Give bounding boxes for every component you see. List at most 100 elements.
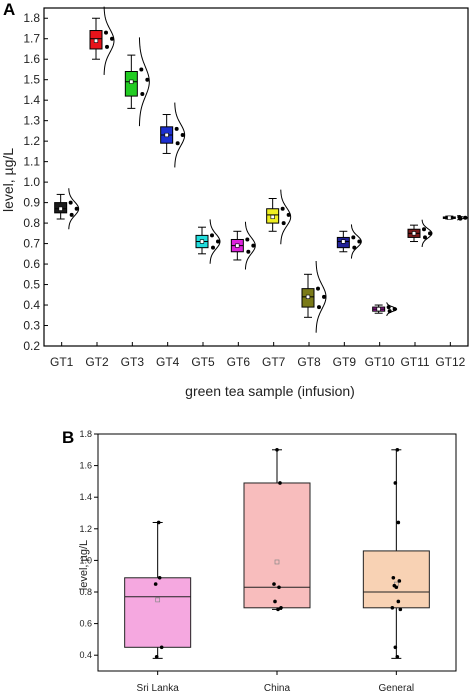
data-point (154, 654, 159, 659)
distribution-curve (244, 221, 256, 270)
distribution-curve (103, 6, 115, 75)
distribution-curve (209, 219, 221, 264)
mean-marker (93, 38, 99, 43)
data-point (428, 231, 432, 236)
x-tick-label: GT8 (297, 355, 321, 369)
y-tick-label: 0.8 (23, 216, 40, 230)
y-tick-label: 1.1 (23, 155, 40, 169)
chart-b: 0.4 0.6 0.8 1.0 1.2 1.4 1.6 1.8 Sri Lanka China Ge… (79, 429, 457, 694)
data-point (273, 599, 277, 604)
distribution-curve (280, 189, 292, 245)
y-tick-label: 1.8 (79, 429, 92, 439)
data-point (317, 305, 321, 310)
data-point (180, 133, 185, 138)
distribution-curve (457, 215, 468, 221)
mean-marker (341, 239, 346, 244)
y-tick-label: 0.4 (23, 298, 40, 312)
y-tick-label: 1.4 (23, 93, 40, 107)
x-tick-label: GT10 (365, 355, 395, 369)
x-tick-label: GT4 (156, 355, 180, 369)
chart-b-y-axis-title: level, µg/L (78, 540, 90, 590)
y-tick-label: 1.3 (23, 114, 40, 128)
chart-a-frame (43, 7, 469, 347)
data-point (175, 141, 180, 146)
y-tick-label: 1.2 (79, 524, 92, 534)
mean-marker (164, 132, 169, 138)
mean-marker (129, 79, 134, 84)
y-tick-label: 0.6 (23, 257, 40, 271)
data-point (277, 585, 281, 590)
data-point (153, 582, 158, 586)
mean-marker (155, 597, 161, 603)
x-tick-label: GT6 (227, 355, 251, 369)
chart-a-y-axis-title: level, µg/L (0, 148, 16, 212)
distribution-curve (421, 219, 433, 248)
data-point (156, 520, 161, 525)
distribution-curve (315, 260, 327, 333)
data-point (396, 599, 401, 604)
chart-a-x-axis-title: green tea sample (infusion) (185, 383, 355, 399)
panel-a-letter: A (3, 0, 15, 19)
y-tick-label: 0.3 (23, 319, 40, 333)
data-point (394, 585, 399, 590)
data-point (396, 520, 401, 525)
data-point (157, 575, 162, 580)
x-tick-label: GT3 (121, 355, 145, 369)
distribution-curve (174, 102, 186, 168)
data-point (279, 606, 283, 610)
x-tick-label: General (379, 683, 415, 694)
data-point (246, 249, 251, 254)
mean-marker (447, 215, 452, 220)
y-tick-label: 0.5 (23, 278, 40, 292)
box-General (362, 550, 430, 609)
data-point (281, 221, 286, 226)
y-tick-label: 0.7 (23, 237, 40, 251)
x-tick-label: GT9 (333, 355, 357, 369)
data-point (280, 206, 285, 211)
data-point (351, 235, 356, 240)
x-tick-label: Sri Lanka (137, 683, 180, 694)
data-point (69, 212, 74, 217)
data-point (316, 286, 320, 291)
y-tick-label: 0.9 (23, 196, 40, 210)
x-tick-label: GT7 (262, 355, 286, 369)
chart-a: 0.2 0.3 0.4 0.5 0.6 0.7 0.8 0.9 1.0 1.1 1.2 1.3 1.4 1… (23, 6, 469, 369)
box-China (243, 482, 311, 609)
x-tick-label: GT1 (50, 355, 74, 369)
x-tick-label: China (264, 683, 291, 694)
y-tick-label: 1.6 (79, 461, 92, 471)
y-tick-label: 1.8 (23, 11, 40, 25)
data-point (276, 607, 280, 612)
data-point (251, 243, 256, 248)
data-point (104, 30, 108, 35)
y-tick-label: 1.2 (23, 134, 40, 148)
distribution-curve (386, 302, 398, 317)
mean-marker (235, 243, 240, 248)
data-point (423, 235, 427, 240)
data-point (393, 481, 398, 485)
data-point (397, 579, 402, 583)
data-point (68, 200, 73, 205)
data-point (422, 227, 426, 232)
data-point (390, 606, 395, 610)
data-point (210, 233, 214, 238)
mean-marker (376, 307, 381, 312)
data-point (140, 92, 145, 97)
data-point (159, 645, 164, 650)
x-tick-label: GT2 (85, 355, 109, 369)
mean-marker (58, 206, 63, 211)
data-point (110, 36, 114, 41)
data-point (357, 239, 362, 244)
data-point (391, 575, 396, 580)
box-Sri Lanka (124, 577, 192, 648)
y-tick-label: 1.0 (23, 175, 40, 189)
y-tick-label: 0.2 (23, 339, 40, 353)
distribution-curve (350, 224, 362, 259)
mean-marker (199, 239, 205, 244)
x-tick-label: GT11 (400, 355, 429, 369)
data-point (216, 239, 220, 244)
data-point (398, 607, 403, 612)
y-tick-label: 1.5 (23, 73, 40, 87)
distribution-curve (68, 188, 80, 230)
distribution-curve (138, 37, 150, 127)
